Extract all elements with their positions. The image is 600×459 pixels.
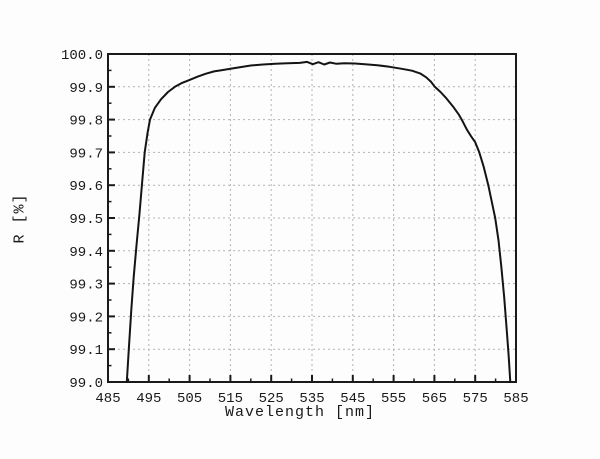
y-tick-label: 99.7 — [69, 146, 103, 162]
x-tick-label: 565 — [422, 391, 447, 407]
x-tick-label: 555 — [381, 391, 406, 407]
y-tick-label: 99.8 — [69, 114, 103, 130]
y-tick-label: 99.6 — [69, 179, 103, 195]
x-axis-title: Wavelength [nm] — [224, 404, 376, 421]
y-axis-title: R [%] — [11, 193, 29, 244]
y-tick-label: 99.2 — [69, 310, 103, 326]
x-tick-label: 535 — [299, 391, 324, 407]
y-tick-label: 99.4 — [69, 245, 103, 261]
x-tick-label: 575 — [463, 391, 488, 407]
y-tick-label: 100.0 — [61, 48, 103, 64]
y-tick-label: 99.0 — [69, 376, 103, 392]
x-tick-label: 525 — [259, 391, 284, 407]
x-tick-label: 585 — [503, 391, 528, 407]
reflectance-curve — [125, 60, 512, 383]
x-tick-label: 505 — [177, 391, 202, 407]
y-tick-label: 99.1 — [69, 343, 103, 359]
x-tick-label: 515 — [218, 391, 243, 407]
x-tick-label: 495 — [136, 391, 161, 407]
y-tick-label: 99.5 — [69, 212, 103, 228]
x-tick-label: 485 — [95, 391, 120, 407]
x-tick-label: 545 — [340, 391, 365, 407]
y-tick-label: 99.9 — [69, 81, 103, 97]
plot-border — [107, 53, 517, 383]
y-tick-label: 99.3 — [69, 278, 103, 294]
